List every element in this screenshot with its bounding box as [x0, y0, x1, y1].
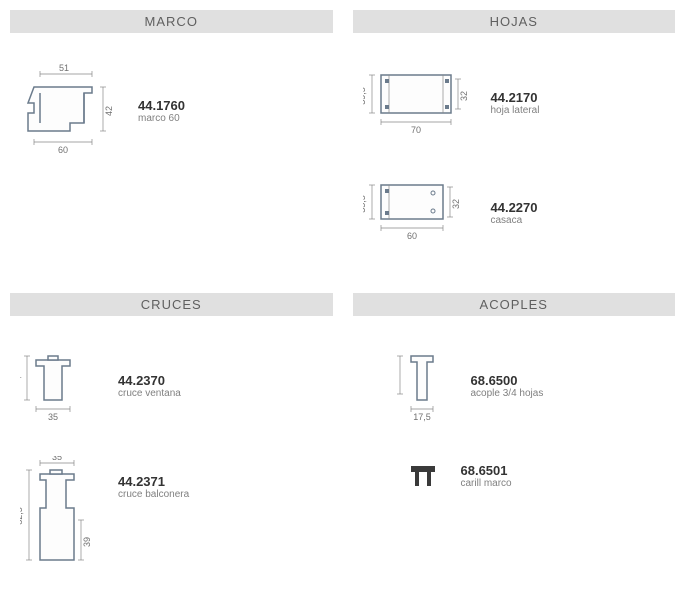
section-header-cruces: CRUCES [10, 293, 333, 316]
profile-drawing: 36 17,5 [393, 346, 453, 426]
dim-height-right: 39 [82, 537, 92, 547]
item-desc: marco 60 [138, 113, 185, 124]
profile-drawing: 35 82,5 39 [20, 456, 100, 576]
section-acoples: ACOPLES 36 17,5 68.6500 acople 3/4 hojas [353, 293, 676, 606]
item-label: 68.6501 carill marco [461, 463, 512, 489]
profile-drawing: 46,5 35 [20, 346, 100, 426]
item-label: 44.2371 cruce balconera [118, 474, 189, 500]
item-desc: cruce ventana [118, 388, 181, 399]
dim-height: 36 [393, 372, 395, 382]
profile-drawing [403, 456, 443, 496]
item-label: 44.2270 casaca [491, 200, 538, 226]
dim-width: 35 [48, 412, 58, 422]
dim-height-left: 35,5 [363, 195, 367, 213]
item-code: 44.1760 [138, 98, 185, 113]
item-code: 44.2270 [491, 200, 538, 215]
dim-top: 35 [52, 456, 62, 462]
item-code: 44.2371 [118, 474, 189, 489]
item-label: 44.2170 hoja lateral [491, 90, 540, 116]
item-44-2370: 46,5 35 44.2370 cruce ventana [20, 346, 323, 426]
item-label: 68.6500 acople 3/4 hojas [471, 373, 544, 399]
item-code: 44.2370 [118, 373, 181, 388]
dim-height: 42 [104, 106, 114, 116]
dim-height-right: 32 [451, 199, 461, 209]
item-desc: cruce balconera [118, 489, 189, 500]
profile-drawing: 35,5 32 60 [363, 173, 473, 253]
item-44-1760: 51 42 60 44.1760 marco 60 [20, 63, 323, 158]
dim-height: 46,5 [20, 371, 22, 389]
dim-height-right: 32 [459, 91, 469, 101]
item-code: 44.2170 [491, 90, 540, 105]
profile-drawing: 51 42 60 [20, 63, 120, 158]
item-44-2170: 39,5 32 70 [363, 63, 666, 143]
dim-height-left: 82,5 [20, 507, 24, 525]
dim-width: 60 [58, 145, 68, 155]
item-desc: carill marco [461, 478, 512, 489]
section-header-acoples: ACOPLES [353, 293, 676, 316]
dim-height-left: 39,5 [363, 87, 367, 105]
item-desc: hoja lateral [491, 105, 540, 116]
section-header-hojas: HOJAS [353, 10, 676, 33]
section-cruces: CRUCES 46,5 35 44.2370 cruce ventana [10, 293, 333, 606]
dim-top: 51 [59, 63, 69, 73]
dim-width: 60 [406, 231, 416, 241]
item-desc: casaca [491, 215, 538, 226]
item-68-6500: 36 17,5 68.6500 acople 3/4 hojas [393, 346, 666, 426]
dim-width: 17,5 [413, 412, 431, 422]
item-44-2371: 35 82,5 39 44.2371 cruce balconera [20, 456, 323, 576]
item-label: 44.1760 marco 60 [138, 98, 185, 124]
item-desc: acople 3/4 hojas [471, 388, 544, 399]
item-code: 68.6501 [461, 463, 512, 478]
item-44-2270: 35,5 32 60 44.2270 casaca [363, 173, 666, 253]
item-code: 68.6500 [471, 373, 544, 388]
item-68-6501: 68.6501 carill marco [403, 456, 666, 496]
dim-width: 70 [410, 125, 420, 135]
section-marco: MARCO 51 42 60 [10, 10, 333, 283]
section-header-marco: MARCO [10, 10, 333, 33]
profile-drawing: 39,5 32 70 [363, 63, 473, 143]
item-label: 44.2370 cruce ventana [118, 373, 181, 399]
section-hojas: HOJAS 39,5 [353, 10, 676, 283]
